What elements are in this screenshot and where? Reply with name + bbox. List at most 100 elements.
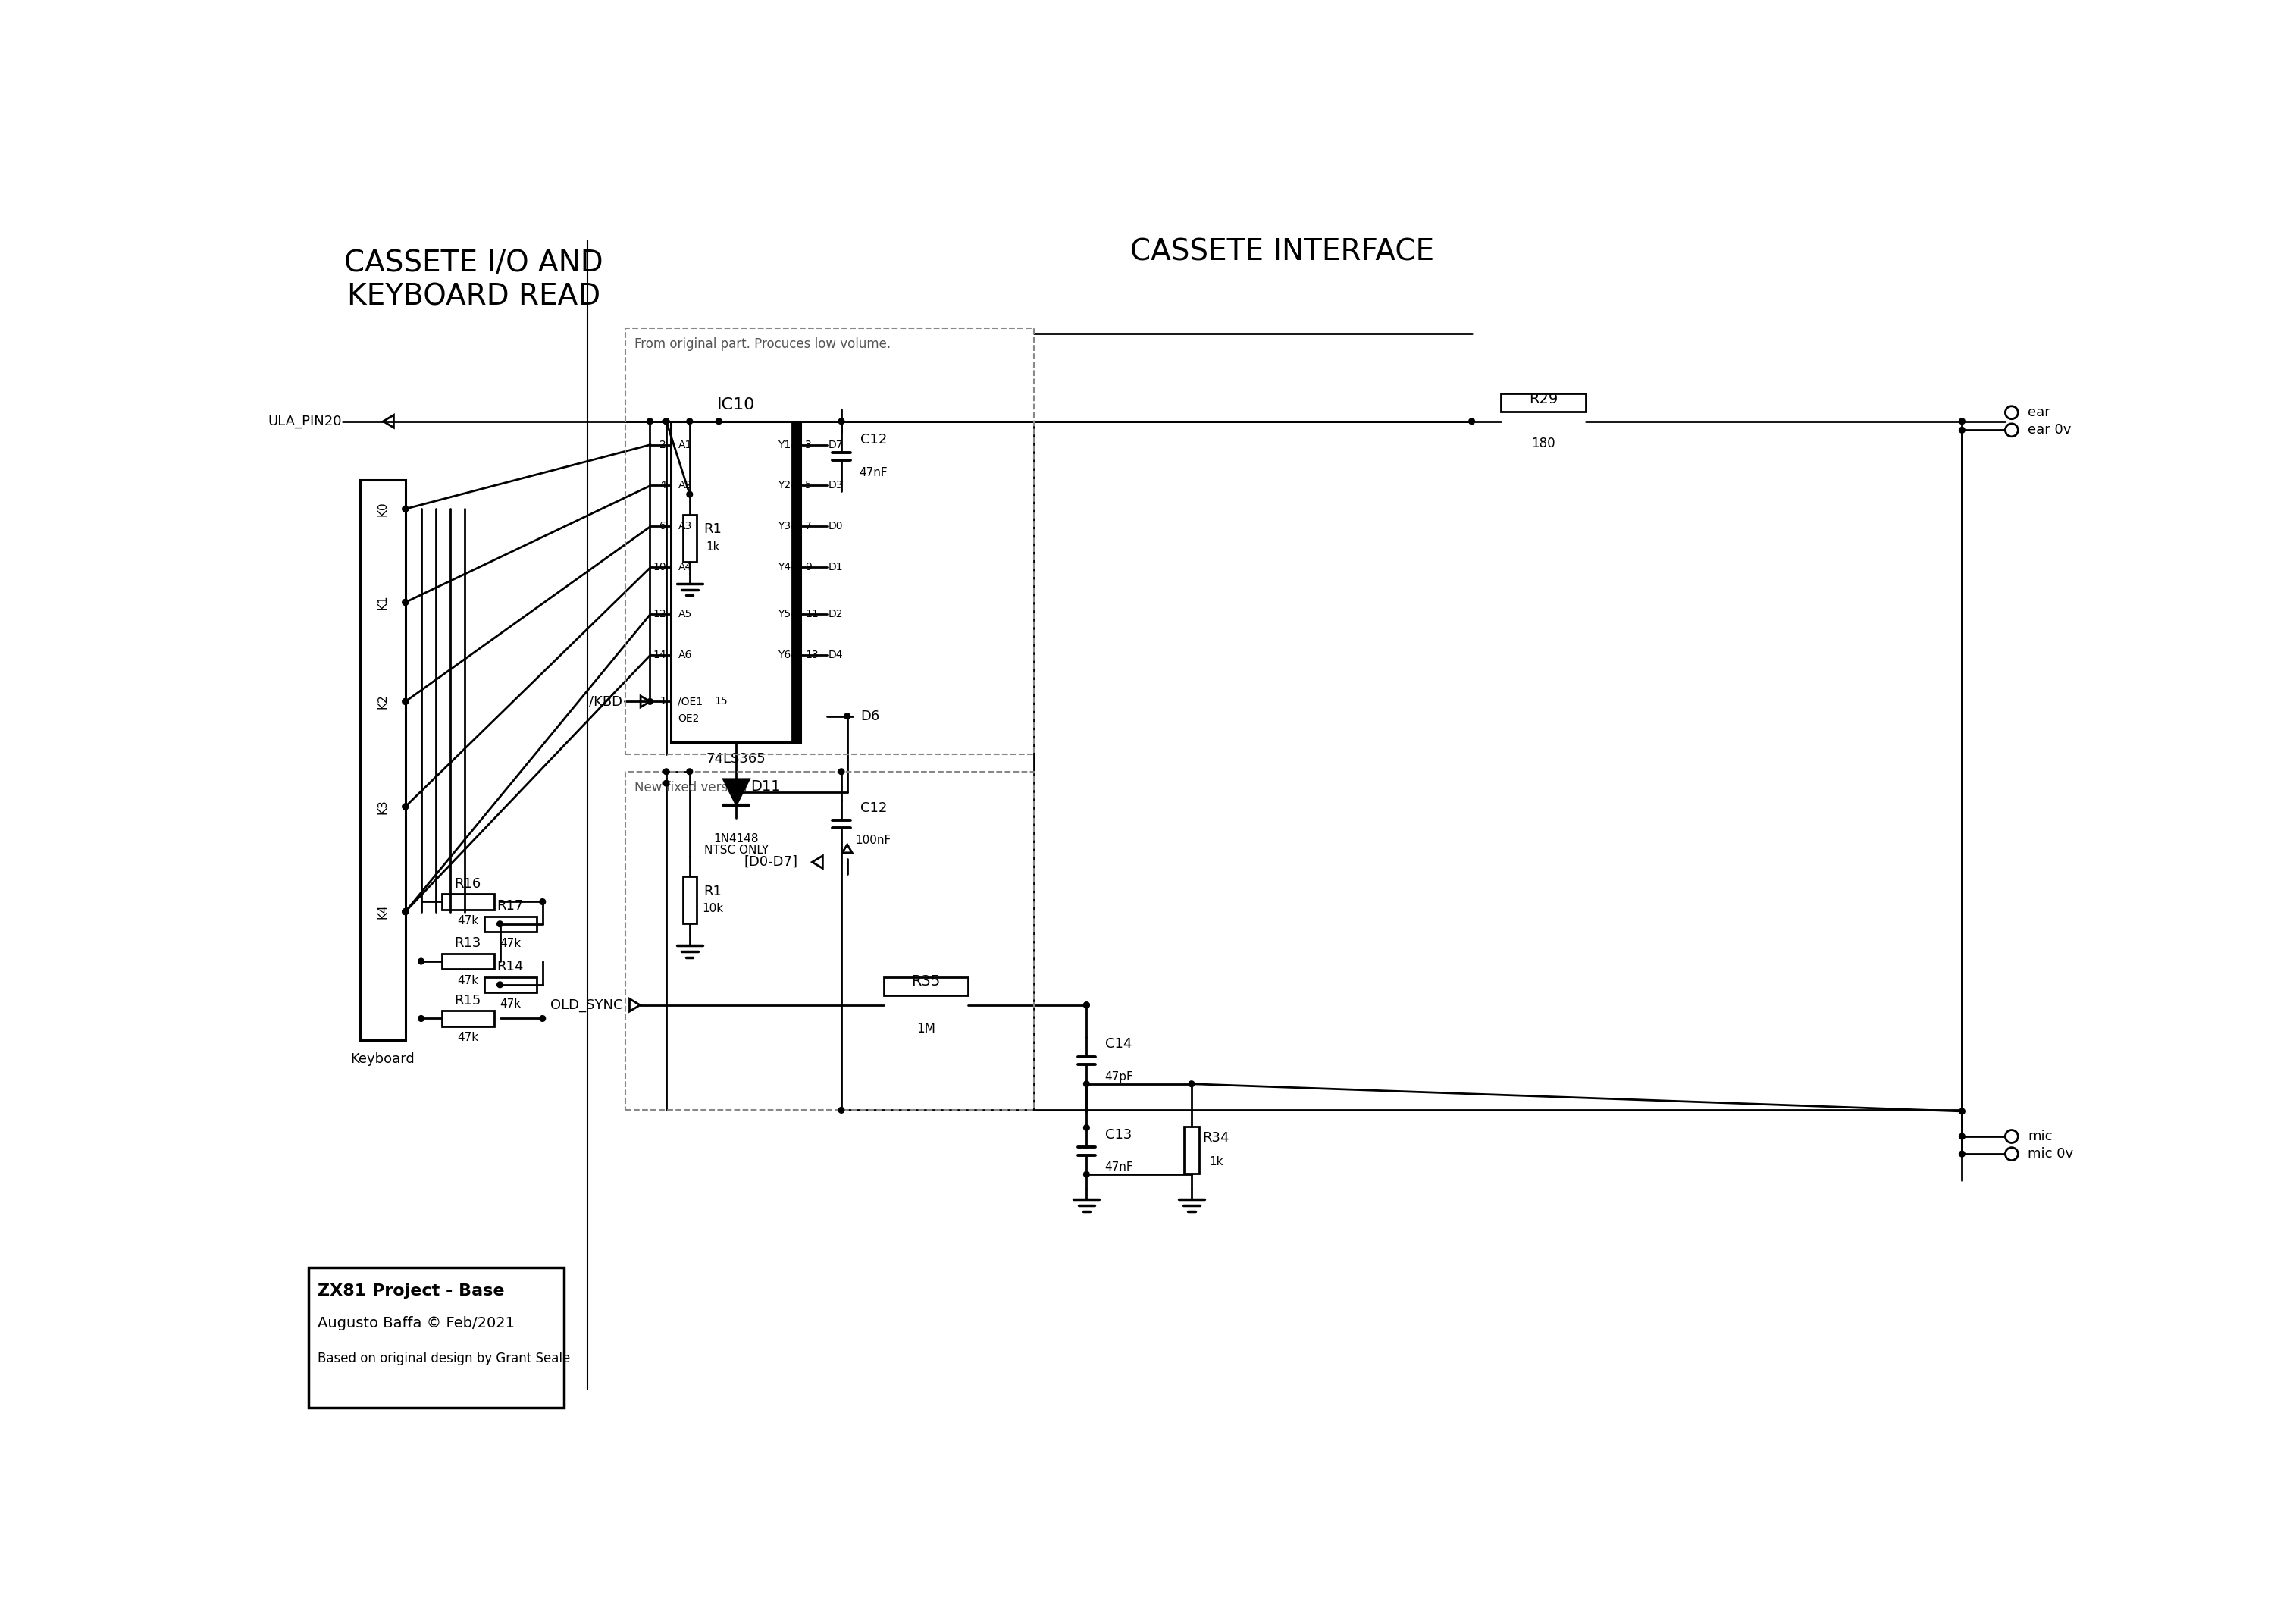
Text: 47nF: 47nF xyxy=(1104,1162,1132,1173)
Circle shape xyxy=(402,599,409,605)
Text: C13: C13 xyxy=(1104,1128,1132,1141)
Text: A3: A3 xyxy=(677,521,691,531)
Circle shape xyxy=(402,804,409,810)
Text: D6: D6 xyxy=(861,709,879,723)
Circle shape xyxy=(1958,1151,1965,1157)
Text: D2: D2 xyxy=(829,608,843,620)
Circle shape xyxy=(1084,1172,1088,1177)
Bar xyxy=(1185,1127,1199,1173)
Circle shape xyxy=(687,491,693,497)
Bar xyxy=(308,1267,565,1407)
Text: 10: 10 xyxy=(652,562,666,573)
Text: R29: R29 xyxy=(1529,392,1559,407)
Text: /OE1: /OE1 xyxy=(677,696,703,707)
Circle shape xyxy=(402,699,409,704)
Text: R15: R15 xyxy=(455,994,482,1007)
Text: C14: C14 xyxy=(1104,1038,1132,1051)
Text: 11: 11 xyxy=(806,608,820,620)
Bar xyxy=(441,1010,494,1027)
Text: A5: A5 xyxy=(677,608,691,620)
Circle shape xyxy=(418,959,425,964)
Text: Y2: Y2 xyxy=(778,481,790,491)
Text: 14: 14 xyxy=(652,649,666,660)
Text: From original part. Procuces low volume.: From original part. Procuces low volume. xyxy=(634,337,891,352)
Circle shape xyxy=(496,922,503,926)
Text: ULA_PIN20: ULA_PIN20 xyxy=(269,415,342,428)
Circle shape xyxy=(687,768,693,775)
Polygon shape xyxy=(723,780,748,805)
Text: CASSETE INTERFACE: CASSETE INTERFACE xyxy=(1130,237,1435,266)
Text: K1: K1 xyxy=(377,596,388,610)
Text: K3: K3 xyxy=(377,799,388,813)
Text: R17: R17 xyxy=(496,899,523,912)
Text: ZX81 Project - Base: ZX81 Project - Base xyxy=(317,1283,505,1299)
Text: 47k: 47k xyxy=(501,938,521,949)
Text: D11: D11 xyxy=(751,780,781,794)
Circle shape xyxy=(647,418,652,424)
Text: Keyboard: Keyboard xyxy=(351,1052,416,1065)
Text: A1: A1 xyxy=(677,439,691,450)
Circle shape xyxy=(1084,1125,1088,1130)
Text: R14: R14 xyxy=(496,960,523,973)
Circle shape xyxy=(647,699,652,704)
Text: R16: R16 xyxy=(455,876,482,891)
Text: Y3: Y3 xyxy=(778,521,790,531)
Circle shape xyxy=(1958,1133,1965,1139)
Text: 13: 13 xyxy=(806,649,820,660)
Text: 47pF: 47pF xyxy=(1104,1072,1132,1083)
Text: A2: A2 xyxy=(677,481,691,491)
Bar xyxy=(360,479,406,1039)
Bar xyxy=(441,894,494,909)
Text: mic: mic xyxy=(2027,1130,2053,1143)
Text: K2: K2 xyxy=(377,694,388,709)
Text: R34: R34 xyxy=(1203,1131,1231,1144)
Bar xyxy=(484,917,537,931)
Text: Y4: Y4 xyxy=(778,562,790,573)
Text: 5: 5 xyxy=(806,481,813,491)
Text: 6: 6 xyxy=(659,521,666,531)
Text: 2: 2 xyxy=(659,439,666,450)
Text: ear 0v: ear 0v xyxy=(2027,423,2071,437)
Circle shape xyxy=(1084,1002,1088,1009)
Text: 47k: 47k xyxy=(457,915,478,926)
Bar xyxy=(625,771,1033,1110)
Text: Y6: Y6 xyxy=(778,649,790,660)
Text: 1M: 1M xyxy=(916,1022,934,1035)
Text: D4: D4 xyxy=(829,649,843,660)
Text: OLD_SYNC: OLD_SYNC xyxy=(551,997,622,1012)
Circle shape xyxy=(838,1107,845,1114)
Circle shape xyxy=(402,505,409,512)
Text: Y5: Y5 xyxy=(778,608,790,620)
Text: 47nF: 47nF xyxy=(859,466,889,478)
Circle shape xyxy=(716,418,721,424)
Text: 180: 180 xyxy=(1531,437,1554,450)
Circle shape xyxy=(540,899,546,905)
Text: ear: ear xyxy=(2027,405,2050,420)
Circle shape xyxy=(1958,418,1965,424)
Text: /KBD: /KBD xyxy=(590,694,622,709)
Bar xyxy=(682,515,696,562)
Circle shape xyxy=(402,909,409,915)
Circle shape xyxy=(496,981,503,988)
Text: IC10: IC10 xyxy=(716,397,755,413)
Circle shape xyxy=(402,909,409,915)
Text: 100nF: 100nF xyxy=(856,834,891,846)
Text: CASSETE I/O AND
KEYBOARD READ: CASSETE I/O AND KEYBOARD READ xyxy=(344,249,604,312)
Bar xyxy=(1502,394,1587,412)
Text: K0: K0 xyxy=(377,502,388,516)
Bar xyxy=(792,421,801,742)
Text: NTSC ONLY: NTSC ONLY xyxy=(705,844,769,855)
Text: 1: 1 xyxy=(659,696,666,707)
Bar xyxy=(484,976,537,993)
Text: C12: C12 xyxy=(861,433,886,447)
Text: 47k: 47k xyxy=(501,997,521,1010)
Text: 4: 4 xyxy=(659,481,666,491)
Circle shape xyxy=(402,804,409,810)
Circle shape xyxy=(1958,1109,1965,1114)
Text: 10k: 10k xyxy=(703,904,723,915)
Bar xyxy=(625,328,1033,754)
Bar xyxy=(670,421,801,742)
Text: A4: A4 xyxy=(677,562,691,573)
Text: 1N4148: 1N4148 xyxy=(714,833,760,844)
Text: 9: 9 xyxy=(806,562,813,573)
